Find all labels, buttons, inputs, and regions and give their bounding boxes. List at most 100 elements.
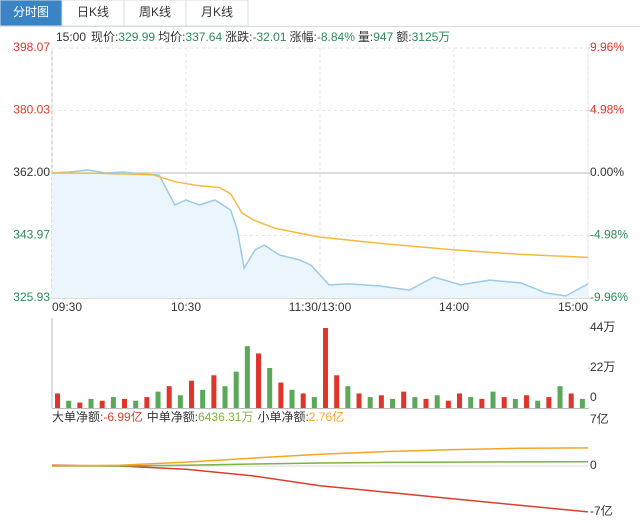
volume-bar (177, 395, 183, 408)
volume-bar (278, 382, 284, 408)
volume-bar (66, 400, 72, 408)
info-label: 均价: (158, 30, 185, 44)
flow-legend: 大单净额:-6.99亿 中单净额:6436.31万 小单净额:2.76亿 (52, 409, 344, 424)
volume-bar (568, 393, 574, 408)
tab-label[interactable]: 分时图 (13, 5, 49, 19)
volume-bar (457, 393, 463, 408)
volume-bar (256, 353, 262, 408)
legend-name: 中单净额: (147, 409, 198, 424)
volume-bar (88, 398, 94, 408)
tab[interactable]: 分时图 (0, 0, 63, 27)
info-time: 15:00 (56, 30, 86, 44)
volume-bar (55, 393, 61, 408)
volume-bar (423, 398, 429, 408)
y2-tick-label: 9.96% (590, 40, 624, 54)
y-tick-label: 380.03 (13, 103, 50, 117)
info-label: 现价: (91, 30, 118, 44)
tab-bg (185, 0, 249, 27)
volume-bar (99, 400, 105, 408)
volume-bar (267, 368, 273, 408)
tab-label[interactable]: 日K线 (77, 5, 109, 19)
info-value: 3125万 (412, 30, 451, 44)
y-tick-label: 398.07 (13, 40, 50, 54)
legend-value: 2.76亿 (309, 409, 344, 424)
volume-bar (557, 386, 563, 408)
info-value: 337.64 (185, 30, 222, 44)
x-tick-label: 10:30 (171, 300, 201, 314)
volume-bar (479, 398, 485, 408)
volume-bar (289, 389, 295, 408)
info-label: 涨幅: (290, 29, 317, 44)
volume-bar (222, 386, 228, 408)
volume-bar (144, 397, 150, 408)
volume-bar (189, 380, 195, 408)
y-tick-label: 44万 (590, 320, 615, 334)
volume-bar (244, 346, 250, 408)
tab[interactable]: 月K线 (185, 0, 249, 27)
y-tick-label: 325.93 (13, 290, 50, 304)
volume-bar (524, 395, 530, 408)
volume-bar (110, 397, 116, 408)
tab[interactable]: 日K线 (61, 0, 125, 27)
flow-line (51, 447, 589, 467)
volume-bar (434, 395, 440, 408)
tab-bg (123, 0, 187, 27)
volume-bar (490, 391, 496, 408)
y-tick-label: 362.00 (13, 165, 50, 179)
volume-bar (546, 397, 552, 408)
legend-value: 6436.31万 (198, 410, 253, 424)
tab-label[interactable]: 月K线 (201, 5, 233, 19)
y-tick-label: 343.97 (13, 228, 50, 242)
info-value: -32.01 (252, 30, 286, 44)
x-tick-label: 09:30 (52, 300, 82, 314)
y2-tick-label: -4.98% (590, 228, 628, 242)
y2-tick-label: -9.96% (590, 290, 628, 304)
volume-bar (300, 393, 306, 408)
y2-tick-label: 0.00% (590, 165, 624, 179)
legend-name: 小单净额: (257, 410, 308, 424)
legend-value: -6.99亿 (103, 409, 142, 424)
y2-tick-label: 4.98% (590, 103, 624, 117)
volume-bar (501, 397, 507, 408)
info-label: 涨跌: (225, 29, 252, 44)
y-tick-label: 0 (590, 458, 597, 472)
volume-bar (412, 397, 418, 408)
volume-bar (378, 395, 384, 408)
tab-label[interactable]: 周K线 (139, 5, 171, 19)
flow-line (52, 461, 589, 467)
volume-bar (468, 397, 474, 408)
volume-bar (133, 400, 139, 408)
legend-name: 大单净额: (52, 410, 103, 424)
y-tick-label: 7亿 (590, 411, 609, 426)
volume-bar (579, 398, 585, 408)
x-tick-label: 11:30/13:00 (289, 300, 352, 314)
y-tick-label: 0 (590, 390, 597, 404)
volume-bar (445, 400, 451, 408)
average-line (51, 172, 589, 259)
info-value: 329.99 (118, 30, 155, 44)
volume-bar (535, 400, 541, 408)
volume-bar (367, 397, 373, 408)
info-label: 额: (396, 30, 411, 44)
volume-bar (77, 402, 83, 408)
volume-bar (200, 389, 206, 408)
volume-bar (233, 371, 239, 408)
volume-bar (512, 398, 518, 408)
volume-bar (166, 386, 172, 408)
info-value: -8.84% (317, 30, 355, 44)
volume-bar (356, 393, 362, 408)
tab-bg (61, 0, 125, 27)
price-area (52, 169, 588, 298)
info-value: 947 (373, 30, 393, 44)
info-label: 量: (358, 30, 373, 44)
volume-bar (311, 397, 317, 408)
volume-bar (155, 391, 161, 408)
x-tick-label: 14:00 (439, 300, 469, 314)
info-line: 15:00 现价:329.99 均价:337.64 涨跌:-32.01 涨幅:-8.84… (56, 29, 450, 44)
tab[interactable]: 周K线 (123, 0, 187, 27)
volume-bar (390, 398, 396, 408)
flow-line (51, 464, 589, 513)
volume-bar (211, 375, 217, 408)
volume-bar (323, 328, 329, 408)
